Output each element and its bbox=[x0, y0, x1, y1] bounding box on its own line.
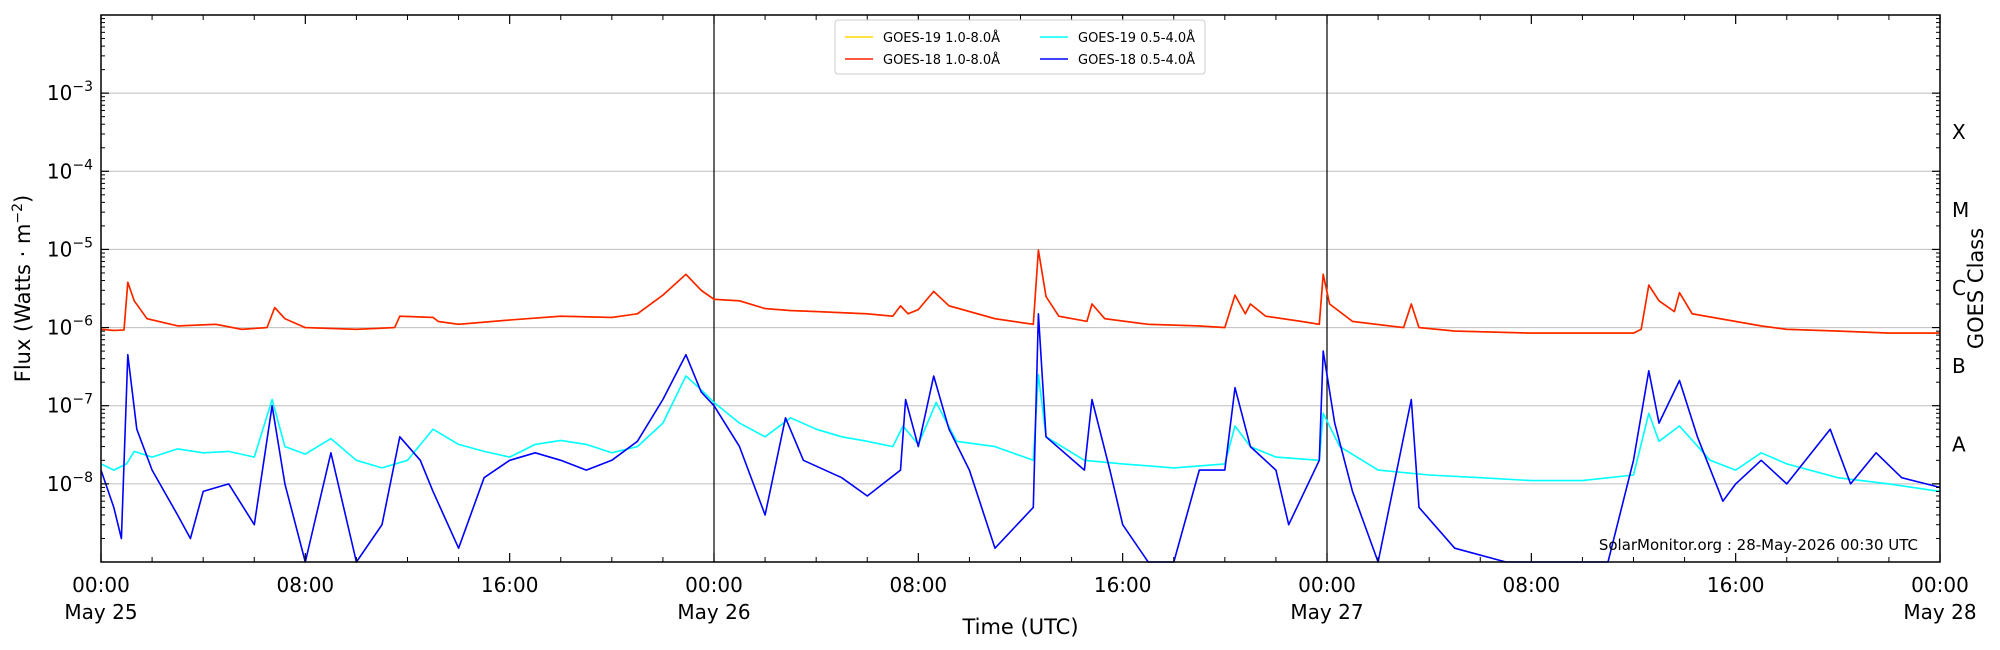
goes-class-labels: A B C M X bbox=[1952, 120, 1969, 457]
x-tick-time-label: 00:00 bbox=[685, 573, 743, 597]
y-tick-label: 10−3 bbox=[47, 79, 93, 105]
y-axis-right-label: GOES Class bbox=[1964, 228, 1988, 349]
goes-class-label: B bbox=[1952, 354, 1966, 378]
x-tick-time-label: 08:00 bbox=[277, 573, 335, 597]
x-axis-label: Time (UTC) bbox=[961, 615, 1078, 639]
series-line bbox=[100, 373, 1941, 493]
credit-text: SolarMonitor.org : 28-May-2026 00:30 UTC bbox=[1599, 536, 1918, 554]
x-tick-time-label: 08:00 bbox=[890, 573, 948, 597]
goes-class-label: C bbox=[1952, 276, 1966, 300]
legend-label: GOES-18 0.5-4.0Å bbox=[1078, 52, 1195, 68]
x-tick-time-label: 16:00 bbox=[1094, 573, 1152, 597]
legend: GOES-19 1.0-8.0Å GOES-18 1.0-8.0Å GOES-19 … bbox=[834, 19, 1206, 75]
x-tick-time-label: 00:00 bbox=[1911, 573, 1969, 597]
x-tick-date-label: May 25 bbox=[64, 600, 137, 624]
grid-lines bbox=[101, 92, 1940, 485]
legend-box bbox=[834, 19, 1206, 75]
legend-label: GOES-19 1.0-8.0Å bbox=[883, 30, 1000, 46]
x-tick-time-label: 00:00 bbox=[72, 573, 130, 597]
series-line bbox=[100, 249, 1940, 334]
x-tick-date-label: May 27 bbox=[1290, 600, 1363, 624]
x-tick-time-label: 00:00 bbox=[1298, 573, 1356, 597]
x-tick-date-label: May 26 bbox=[677, 600, 750, 624]
goes-class-label: M bbox=[1952, 198, 1969, 222]
x-tick-time-label: 08:00 bbox=[1503, 573, 1561, 597]
series-line bbox=[100, 249, 1940, 334]
y-tick-label: 10−8 bbox=[47, 470, 93, 496]
y-tick-label: 10−4 bbox=[47, 157, 93, 183]
y-tick-label: 10−7 bbox=[47, 392, 93, 418]
day-boundary-lines bbox=[713, 15, 1328, 562]
y-axis-ticks: 10−8 10−7 10−6 10−5 10−4 10−3 bbox=[47, 18, 1940, 539]
x-tick-time-label: 16:00 bbox=[481, 573, 539, 597]
plot-frame bbox=[100, 14, 1941, 563]
x-axis-ticks: 00:00 May 25 08:00 16:00 00:00 May 26 08:00 16:… bbox=[64, 15, 1977, 624]
legend-label: GOES-19 0.5-4.0Å bbox=[1078, 30, 1195, 46]
x-tick-time-label: 16:00 bbox=[1707, 573, 1765, 597]
legend-label: GOES-18 1.0-8.0Å bbox=[883, 52, 1000, 68]
goes-class-label: X bbox=[1952, 120, 1966, 144]
x-tick-date-label: May 28 bbox=[1903, 600, 1976, 624]
goes-class-label: A bbox=[1952, 432, 1966, 456]
y-axis-label: Flux (Watts · m−2) bbox=[10, 195, 35, 383]
y-tick-label: 10−5 bbox=[47, 235, 93, 261]
y-tick-label: 10−6 bbox=[47, 314, 93, 340]
